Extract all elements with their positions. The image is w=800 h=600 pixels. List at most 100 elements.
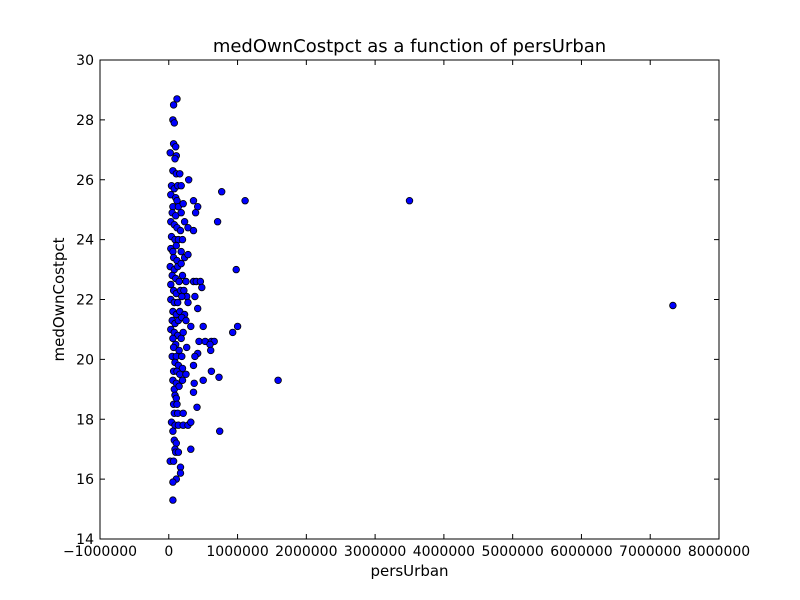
data-point — [274, 376, 282, 384]
data-point — [195, 337, 203, 346]
data-point — [176, 226, 185, 235]
data-point — [172, 241, 180, 250]
data-point — [193, 403, 201, 411]
data-point — [405, 196, 414, 205]
y-tick-label: 16 — [76, 472, 94, 488]
y-tick-label: 30 — [76, 53, 94, 69]
data-point — [189, 361, 198, 370]
data-point — [191, 208, 200, 217]
data-point — [189, 196, 198, 205]
data-point — [215, 427, 224, 435]
data-point — [241, 196, 249, 205]
data-point — [166, 149, 174, 157]
data-point — [191, 292, 199, 301]
data-point — [169, 247, 177, 256]
data-point — [173, 196, 181, 205]
x-tick-label: 2000000 — [275, 544, 337, 560]
data-point — [173, 400, 181, 408]
data-point — [191, 352, 199, 361]
data-point — [187, 322, 195, 331]
y-axis-label: medOwnCostpct — [50, 237, 68, 361]
data-point — [176, 370, 184, 378]
x-tick-label: 8000000 — [688, 544, 750, 560]
x-tick-label: 4000000 — [413, 544, 475, 560]
data-point — [179, 328, 187, 337]
data-point — [193, 304, 202, 313]
data-point — [180, 217, 189, 226]
data-point — [206, 340, 214, 349]
y-tick-label: 26 — [76, 173, 94, 189]
data-point — [182, 370, 190, 378]
data-point — [169, 334, 177, 343]
data-point — [173, 298, 182, 307]
data-point — [178, 376, 187, 384]
data-point — [213, 217, 222, 226]
y-tick-label: 24 — [76, 233, 94, 249]
x-tick-label: 5000000 — [481, 544, 543, 560]
data-point — [171, 143, 180, 151]
data-point — [177, 334, 185, 343]
data-point — [190, 379, 198, 387]
data-point — [171, 211, 180, 220]
data-point — [174, 448, 183, 456]
data-point — [215, 373, 223, 381]
data-point — [178, 235, 187, 244]
data-point — [172, 394, 180, 402]
data-point — [179, 199, 187, 208]
x-tick-label: 0 — [164, 544, 173, 560]
data-point — [233, 322, 242, 331]
data-point — [169, 427, 177, 435]
data-point — [182, 277, 190, 286]
data-point — [196, 277, 205, 286]
data-point — [189, 226, 198, 235]
data-point — [187, 418, 195, 426]
data-point — [175, 346, 183, 355]
data-point — [199, 322, 207, 331]
data-point — [182, 316, 190, 325]
data-point — [189, 388, 198, 396]
x-tick-label: 7000000 — [619, 544, 681, 560]
data-point — [199, 376, 207, 384]
data-point — [669, 301, 677, 310]
data-point — [176, 469, 185, 477]
chart-title: medOwnCostpct as a function of persUrban — [213, 36, 606, 57]
data-point — [169, 478, 177, 486]
data-point — [176, 170, 184, 178]
data-point — [170, 119, 178, 127]
data-point — [207, 367, 216, 375]
data-point — [169, 343, 178, 352]
data-point — [184, 298, 192, 307]
data-point — [172, 439, 180, 447]
data-point — [179, 409, 187, 417]
data-point — [228, 328, 237, 337]
data-point — [217, 187, 226, 196]
x-axis-label: persUrban — [370, 562, 448, 580]
data-point — [169, 496, 177, 504]
data-point — [178, 292, 186, 301]
data-point — [175, 277, 183, 286]
data-point — [232, 265, 240, 274]
data-point — [178, 271, 187, 280]
y-tick-label: 18 — [76, 412, 94, 428]
data-point — [177, 247, 185, 256]
data-point — [198, 283, 206, 292]
data-point — [169, 457, 178, 465]
y-tick-label: 28 — [76, 113, 94, 129]
data-point — [177, 208, 185, 217]
data-point — [171, 155, 179, 163]
y-tick-label: 22 — [76, 293, 94, 309]
data-point — [184, 250, 192, 259]
y-tick-label: 20 — [76, 352, 94, 368]
data-point — [167, 280, 175, 289]
data-point — [175, 382, 183, 390]
data-point — [177, 181, 185, 190]
data-point — [178, 352, 186, 361]
data-point — [184, 176, 193, 184]
data-point — [187, 445, 195, 453]
data-point — [169, 101, 178, 109]
data-point — [177, 259, 185, 268]
x-tick-label: 1000000 — [206, 544, 268, 560]
data-point — [206, 346, 215, 355]
data-point — [182, 343, 191, 352]
